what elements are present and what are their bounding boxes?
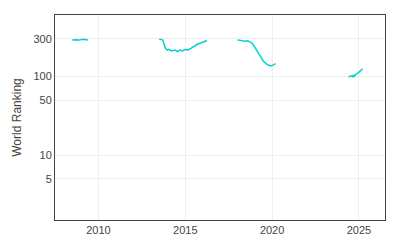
svg-text:2015: 2015: [173, 224, 197, 236]
svg-text:10: 10: [40, 149, 52, 161]
svg-text:World Ranking: World Ranking: [10, 78, 24, 156]
svg-text:50: 50: [40, 94, 52, 106]
svg-text:2020: 2020: [260, 224, 284, 236]
svg-text:300: 300: [33, 33, 51, 45]
svg-text:5: 5: [46, 173, 52, 185]
svg-text:100: 100: [33, 70, 51, 82]
svg-text:2025: 2025: [347, 224, 371, 236]
svg-text:2010: 2010: [86, 224, 110, 236]
